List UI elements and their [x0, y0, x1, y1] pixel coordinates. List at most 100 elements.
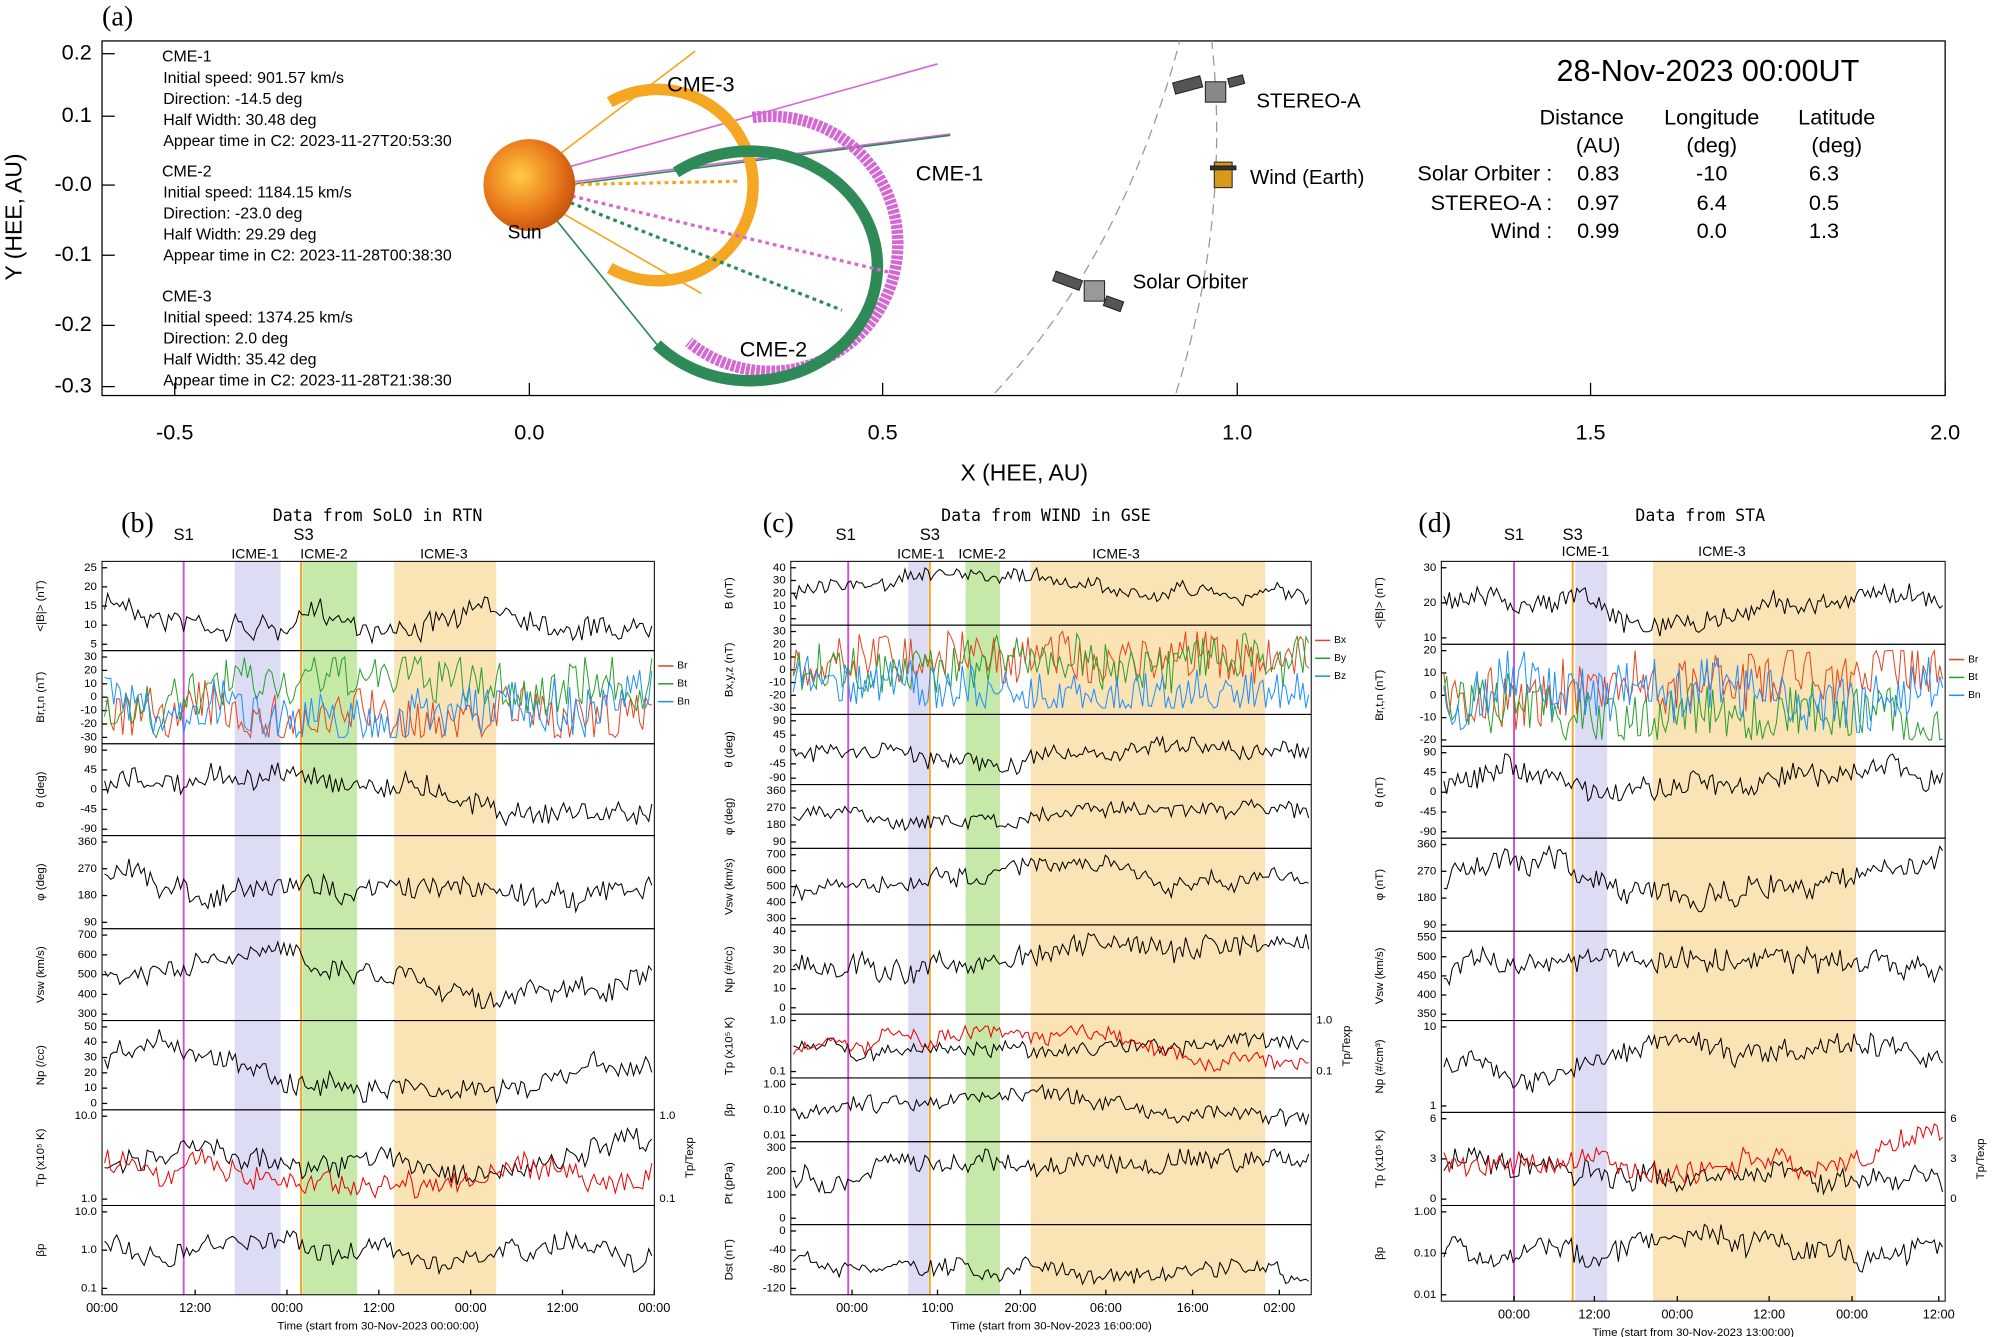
trace — [104, 680, 652, 740]
trace — [792, 1083, 1310, 1128]
trace — [104, 591, 653, 645]
right-tick-label: 3 — [1950, 1153, 1956, 1165]
trace — [1443, 650, 1944, 733]
table-header: Distance — [1539, 104, 1623, 129]
y-tick-label: -20 — [80, 718, 97, 730]
legend-label: By — [1334, 653, 1347, 664]
y-tick-label: 10 — [84, 678, 97, 690]
table-cell: 6.4 — [1697, 190, 1727, 215]
table-cell: 0.99 — [1577, 218, 1619, 243]
x-tick-label: 12:00 — [547, 1300, 579, 1315]
x-tick-label: 1.0 — [1222, 420, 1252, 445]
time-label: 28-Nov-2023 00:00UT — [1556, 54, 1859, 88]
y-tick-label: -0.3 — [54, 372, 91, 397]
y-tick-label: 700 — [767, 849, 786, 861]
table-cell: 1.3 — [1809, 218, 1839, 243]
x-tick-label: 12:00 — [1923, 1307, 1955, 1322]
cme-edge — [535, 134, 951, 190]
y-tick-label: -45 — [80, 803, 97, 815]
y-tick-label: 10 — [773, 600, 786, 612]
event-shading — [908, 561, 929, 1295]
y-tick-label: 180 — [78, 890, 97, 902]
right-tick-label: 0.1 — [1316, 1066, 1332, 1078]
y-tick-label: 360 — [1417, 839, 1436, 851]
row-frame — [101, 1109, 655, 1207]
y-tick-label: 0 — [779, 1212, 785, 1224]
y-tick-label: 40 — [84, 1036, 97, 1048]
cme-1-front — [685, 110, 904, 378]
trace — [104, 858, 653, 914]
event-shading — [302, 561, 358, 1295]
y-tick-label: 300 — [767, 1142, 786, 1154]
trace — [104, 1148, 653, 1199]
trace — [104, 1229, 653, 1276]
x-tick-label: 0.0 — [514, 420, 544, 445]
x-tick-label: 02:00 — [1263, 1300, 1295, 1315]
x-tick-label: -0.5 — [156, 420, 193, 445]
panel-title: Data from SoLO in RTN — [273, 506, 483, 525]
trace — [104, 669, 653, 740]
table-cell: 0.83 — [1577, 161, 1619, 186]
y-tick-label: 15 — [84, 600, 97, 612]
cme-name: CME-1 — [162, 49, 212, 66]
row-frame — [790, 1224, 1312, 1296]
trace — [1443, 582, 1943, 637]
legend-label: Bt — [1968, 672, 1978, 683]
x-tick-label: 12:00 — [1578, 1307, 1610, 1322]
event-label: ICME-3 — [1698, 543, 1746, 559]
right-tick-label: 6 — [1950, 1113, 1956, 1125]
y-tick-label: 30 — [84, 1052, 97, 1064]
x-tick-label: 00:00 — [1498, 1307, 1530, 1322]
y-tick-label: 0.1 — [81, 1282, 97, 1294]
cme-3-front — [606, 83, 759, 287]
y-tick-label: 90 — [84, 744, 97, 756]
y-tick-label: 0.1 — [770, 1066, 786, 1078]
trace — [793, 1031, 1309, 1063]
y-tick-label: 0.01 — [1414, 1289, 1436, 1301]
trace — [104, 762, 653, 827]
row-axis-title: θ (deg) — [35, 771, 47, 808]
y-tick-label: -90 — [769, 772, 786, 784]
trace — [1443, 944, 1944, 987]
y-tick-label: 1.0 — [770, 1015, 786, 1027]
y-tick-label: -30 — [769, 702, 786, 714]
cme-info: Half Width: 35.42 deg — [163, 352, 316, 369]
x-tick-label: 12:00 — [1753, 1307, 1785, 1322]
table-header: Longitude — [1664, 104, 1759, 129]
row-axis-title: <|B|> (nT) — [1374, 577, 1386, 628]
panel-label: (d) — [1418, 508, 1451, 539]
y-tick-label: 450 — [1417, 970, 1436, 982]
trace — [793, 932, 1310, 985]
trace — [792, 566, 1310, 607]
event-label: S3 — [1563, 525, 1583, 544]
legend-label: Br — [677, 661, 688, 672]
x-tick-label: 00:00 — [86, 1300, 118, 1315]
row-axis-title: Tp (x10⁵ K) — [1374, 1130, 1386, 1188]
right-tick-label: 1.0 — [659, 1110, 675, 1122]
y-tick-label: -45 — [769, 758, 786, 770]
cme-info: Half Width: 29.29 deg — [163, 227, 316, 244]
y-tick-label: 90 — [773, 836, 786, 848]
y-tick-label: 20 — [84, 581, 97, 593]
y-tick-label: 45 — [84, 764, 97, 776]
trace — [1443, 753, 1944, 803]
panel-title: Data from STA — [1635, 506, 1765, 525]
cme-info: Initial speed: 1374.25 km/s — [163, 310, 353, 327]
y-tick-label: 600 — [78, 949, 97, 961]
cme-info: Direction: -23.0 deg — [163, 206, 302, 223]
y-tick-label: 10.0 — [75, 1206, 97, 1218]
y-tick-label: 700 — [78, 929, 97, 941]
row-axis-title: φ (deg) — [35, 863, 47, 901]
event-label: ICME-2 — [958, 546, 1006, 562]
row-axis-title: Tp (x10⁵ K) — [35, 1128, 47, 1186]
cme-info: Appear time in C2: 2023-11-27T20:53:30 — [163, 133, 452, 150]
y-tick-label: 0 — [91, 784, 97, 796]
y-tick-label: 0 — [779, 613, 785, 625]
cme-label: CME-3 — [667, 71, 734, 96]
trace — [1443, 1223, 1944, 1273]
x-tick-label: 00:00 — [638, 1300, 670, 1315]
trace — [792, 1023, 1309, 1073]
spacecraft-label: STEREO-A — [1256, 91, 1361, 113]
x-tick-label: 20:00 — [1004, 1300, 1036, 1315]
